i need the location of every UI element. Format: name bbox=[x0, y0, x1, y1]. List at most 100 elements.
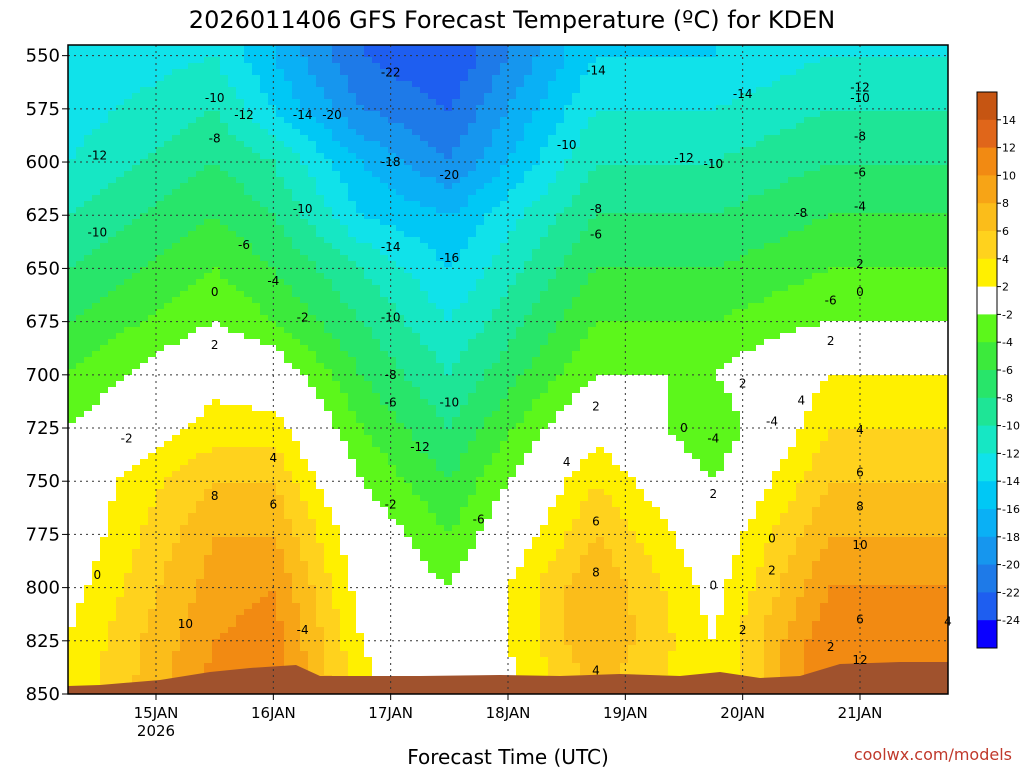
colorbar-swatch bbox=[977, 119, 997, 149]
contour-label: -8 bbox=[209, 132, 221, 146]
contour-label: -6 bbox=[825, 293, 837, 307]
contour-label: -6 bbox=[473, 513, 485, 527]
colorbar-swatch bbox=[977, 509, 997, 538]
contour-label: 4 bbox=[563, 455, 571, 469]
contour-label: -14 bbox=[293, 108, 313, 122]
y-tick-label: 750 bbox=[26, 471, 60, 492]
contour-label: 6 bbox=[592, 515, 600, 529]
contour-label: -4 bbox=[707, 432, 719, 446]
contour-label: 6 bbox=[270, 498, 278, 512]
x-tick-sublabel: 2026 bbox=[137, 722, 175, 740]
contour-label: -4 bbox=[854, 200, 866, 214]
colorbar-tick-label: 14 bbox=[1002, 114, 1016, 127]
colorbar-tick-label: -2 bbox=[1002, 308, 1013, 321]
colorbar-swatch bbox=[977, 175, 997, 204]
terrain-ground bbox=[68, 662, 948, 694]
contour-label: -4 bbox=[297, 623, 309, 637]
colorbar-tick-label: 8 bbox=[1002, 197, 1009, 210]
contour-label: -2 bbox=[385, 498, 397, 512]
contour-label: 6 bbox=[856, 613, 864, 627]
colorbar-swatch bbox=[977, 564, 997, 593]
colorbar-swatch bbox=[977, 342, 997, 371]
contour-label: 4 bbox=[856, 423, 864, 437]
contour-label: -6 bbox=[590, 227, 602, 241]
colorbar-swatch bbox=[977, 592, 997, 621]
y-tick-label: 675 bbox=[26, 312, 60, 333]
colorbar-tick-label: -22 bbox=[1002, 586, 1020, 599]
colorbar: 14 12 10 8 6 4 2 -2 -4 -6 -8 -10 -12 -14 -16 -18 -20 -22 -… bbox=[976, 91, 1020, 649]
colorbar-swatch bbox=[977, 231, 997, 260]
credit-text: coolwx.com/models bbox=[854, 745, 1012, 764]
contour-label: 4 bbox=[270, 451, 278, 465]
contour-label: 4 bbox=[798, 393, 806, 407]
y-tick-label: 825 bbox=[26, 631, 60, 652]
colorbar-tick-label: -16 bbox=[1002, 503, 1020, 516]
contour-label: -10 bbox=[850, 91, 870, 105]
contour-label: 2 bbox=[739, 376, 747, 390]
contour-label: 2 bbox=[827, 640, 835, 654]
contour-label: -8 bbox=[854, 129, 866, 143]
colorbar-tick-label: -8 bbox=[1002, 392, 1013, 405]
contour-label: -10 bbox=[704, 157, 724, 171]
contour-label: -8 bbox=[385, 368, 397, 382]
y-tick-label: 800 bbox=[26, 578, 60, 599]
contour-label: -6 bbox=[854, 166, 866, 180]
contour-label: -12 bbox=[850, 81, 870, 95]
x-tick-label: 21JAN bbox=[838, 704, 883, 722]
contour-label: -10 bbox=[440, 395, 460, 409]
y-tick-label: 700 bbox=[26, 365, 60, 386]
contour-label: 2 bbox=[768, 564, 776, 578]
y-tick-label: 775 bbox=[26, 524, 60, 545]
contour-label: -10 bbox=[205, 91, 225, 105]
contour-label: -6 bbox=[385, 395, 397, 409]
contour-label: 2 bbox=[710, 487, 718, 501]
y-tick-label: 575 bbox=[26, 99, 60, 120]
contour-label: 6 bbox=[856, 466, 864, 480]
colorbar-swatch bbox=[977, 536, 997, 566]
contour-label: -14 bbox=[586, 64, 606, 78]
contour-label: 10 bbox=[178, 617, 193, 631]
colorbar-tick-label: -18 bbox=[1002, 531, 1020, 544]
colorbar-tick-label: 10 bbox=[1002, 169, 1016, 182]
x-tick-label: 18JAN bbox=[486, 704, 531, 722]
colorbar-tick-label: 2 bbox=[1002, 281, 1009, 294]
contour-label: -12 bbox=[674, 151, 694, 165]
colorbar-swatch bbox=[977, 453, 997, 482]
contour-label: 2 bbox=[856, 257, 864, 271]
contour-label: -14 bbox=[733, 87, 753, 101]
contour-label: 2 bbox=[211, 338, 219, 352]
contour-label: 2 bbox=[739, 623, 747, 637]
colorbar-tick-label: -4 bbox=[1002, 336, 1013, 349]
y-tick-label: 625 bbox=[26, 205, 60, 226]
contour-label: -4 bbox=[267, 274, 279, 288]
contour-label: 2 bbox=[592, 400, 600, 414]
contour-label: -20 bbox=[440, 168, 460, 182]
contour-label: -6 bbox=[238, 238, 250, 252]
colorbar-tick-label: -24 bbox=[1002, 614, 1020, 627]
contour-label: -20 bbox=[322, 108, 342, 122]
colorbar-swatch bbox=[977, 314, 997, 343]
y-tick-label: 600 bbox=[26, 152, 60, 173]
x-tick-label: 19JAN bbox=[603, 704, 648, 722]
colorbar-swatch bbox=[977, 397, 997, 427]
colorbar-swatch bbox=[977, 481, 997, 510]
colorbar-swatch bbox=[977, 286, 997, 315]
colorbar-tick-label: -6 bbox=[1002, 364, 1013, 377]
colorbar-tick-label: -12 bbox=[1002, 447, 1020, 460]
colorbar-swatch bbox=[977, 258, 997, 288]
contour-label: 2 bbox=[827, 334, 835, 348]
contour-label: -10 bbox=[88, 225, 108, 239]
contour-label: 0 bbox=[94, 568, 102, 582]
y-axis: 550 575 600 625 650 675 700 725 750 775 800 825 850 bbox=[26, 46, 68, 705]
colorbar-swatch bbox=[977, 370, 997, 399]
contour-label: -12 bbox=[234, 108, 254, 122]
contour-label: -8 bbox=[795, 206, 807, 220]
chart-title: 2026011406 GFS Forecast Temperature (ºC)… bbox=[189, 6, 835, 34]
y-tick-label: 850 bbox=[26, 684, 60, 705]
colorbar-tick-label: -14 bbox=[1002, 475, 1020, 488]
contour-label: 8 bbox=[211, 489, 219, 503]
colorbar-swatch bbox=[977, 203, 997, 232]
contour-label: 10 bbox=[852, 538, 867, 552]
